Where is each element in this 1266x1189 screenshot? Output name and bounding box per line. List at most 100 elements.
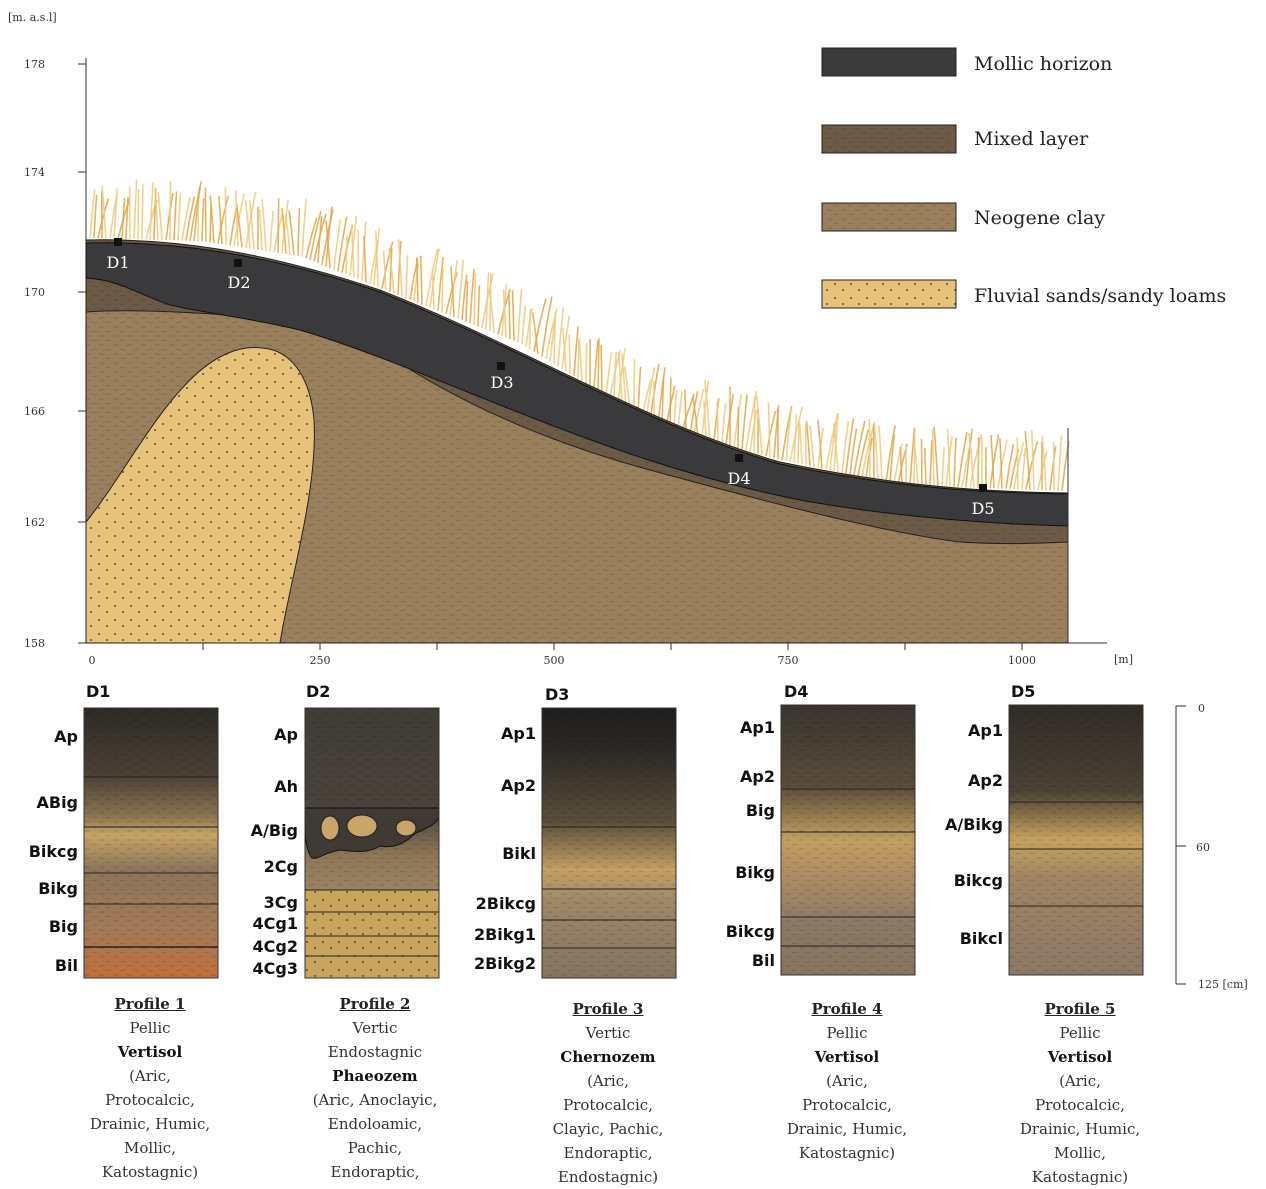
- horizon-label: Bikcg: [726, 922, 775, 941]
- caption-line: Drainic, Humic,: [1019, 1120, 1141, 1138]
- y-tick-label: 166: [24, 405, 45, 418]
- horizon-label: A/Big: [251, 821, 298, 840]
- caption-line: Endoraptic,: [563, 1144, 653, 1162]
- caption-line: Vertic: [585, 1024, 631, 1042]
- depth-scale: [1175, 705, 1186, 985]
- horizon-label: Ap1: [501, 724, 536, 743]
- profile-title: Profile 2: [339, 995, 411, 1013]
- x-tick-label: 1000: [1008, 654, 1036, 667]
- y-tick-label: 178: [24, 58, 45, 71]
- profile-title: Profile 3: [572, 1000, 644, 1018]
- horizon-label: Bil: [55, 956, 78, 975]
- profile-caption-4: Profile 4 Pellic Vertisol (Aric, Protoca…: [757, 997, 937, 1165]
- site-markers: [114, 238, 987, 492]
- caption-line: Pellic: [826, 1024, 868, 1042]
- caption-line: Mollic,: [1054, 1144, 1106, 1162]
- horizon-label: 2Bikg2: [474, 954, 536, 973]
- site-label-d5: D5: [971, 499, 994, 518]
- caption-line: Drainic, Humic,: [786, 1120, 908, 1138]
- y-axis-unit: [m. a.s.l]: [8, 11, 57, 24]
- caption-line: (Aric,: [826, 1072, 868, 1090]
- horizon-label: Ap2: [968, 771, 1003, 790]
- profile-caption-1: Profile 1 Pellic Vertisol (Aric, Protoca…: [60, 992, 240, 1184]
- horizon-label: ABig: [36, 793, 78, 812]
- caption-line: Endostagnic): [557, 1168, 659, 1186]
- caption-line: Protocalcic,: [563, 1096, 653, 1114]
- horizon-label: Bil: [752, 951, 775, 970]
- site-marker-d5: [979, 484, 987, 492]
- horizon-label: Ap1: [740, 718, 775, 737]
- caption-line: Katostagnic): [1031, 1168, 1129, 1186]
- legend-label: Neogene clay: [974, 207, 1105, 229]
- horizon-label: Ap: [54, 727, 78, 746]
- site-label-d2: D2: [227, 273, 250, 292]
- horizon-label: 2Bikg1: [474, 925, 536, 944]
- caption-line: Endoraptic,: [330, 1163, 420, 1181]
- caption-line: Vertisol: [1047, 1048, 1113, 1066]
- caption-line: Mollic,: [124, 1139, 176, 1157]
- caption-line: Pachic,: [347, 1139, 403, 1157]
- crop-vegetation: [89, 179, 1070, 491]
- profile-title: Profile 4: [811, 1000, 883, 1018]
- caption-line: Chernozem: [560, 1048, 656, 1066]
- horizon-label: 4Cg2: [253, 937, 298, 956]
- caption-line: Vertisol: [117, 1043, 183, 1061]
- y-tick-label: 170: [24, 286, 45, 299]
- profile-site-label: D1: [86, 682, 110, 701]
- caption-line: Pellic: [1059, 1024, 1101, 1042]
- caption-line: Protocalcic,: [802, 1096, 892, 1114]
- profile-caption-3: Profile 3 Vertic Chernozem (Aric, Protoc…: [518, 997, 698, 1189]
- cross-section: D1 D2 D3 D4 D5: [85, 179, 1070, 644]
- depth-tick-label: 125 [cm]: [1198, 978, 1248, 991]
- y-axis-ticks: [78, 63, 86, 644]
- site-marker-d3: [497, 362, 505, 370]
- horizon-label: Ap2: [740, 767, 775, 786]
- horizon-label: Bikg: [735, 863, 775, 882]
- caption-line: Phaeozem: [332, 1067, 418, 1085]
- horizon-label: Big: [49, 917, 78, 936]
- legend: Mollic horizon Mixed layer Neogene clay …: [821, 47, 1226, 309]
- y-tick-label: 174: [24, 166, 45, 179]
- horizon-label: 4Cg3: [253, 959, 298, 978]
- horizon-label: Ap1: [968, 721, 1003, 740]
- y-tick-label: 158: [24, 637, 45, 650]
- caption-line: Vertisol: [814, 1048, 880, 1066]
- caption-line: Endoloamic,: [327, 1115, 423, 1133]
- profile-site-label: D3: [545, 685, 569, 704]
- horizon-label: 4Cg1: [253, 914, 298, 933]
- caption-line: Protocalcic,: [105, 1091, 195, 1109]
- horizon-label: Ap: [274, 725, 298, 744]
- depth-tick-label: 60: [1196, 841, 1210, 854]
- caption-line: Endostagnic: [327, 1043, 423, 1061]
- site-marker-d2: [234, 259, 242, 267]
- profile-title: Profile 1: [114, 995, 186, 1013]
- legend-label: Mixed layer: [974, 128, 1089, 150]
- depth-tick-label: 0: [1198, 702, 1205, 715]
- profile-site-label: D5: [1011, 682, 1035, 701]
- horizon-label: A/Bikg: [945, 815, 1003, 834]
- caption-line: (Aric, Anoclayic,: [312, 1091, 438, 1109]
- horizon-label: Ah: [274, 777, 298, 796]
- x-axis-ticks: [202, 643, 1023, 650]
- horizon-label: Bikl: [502, 844, 536, 863]
- x-tick-label: 500: [544, 654, 565, 667]
- legend-label: Fluvial sands/sandy loams: [974, 285, 1226, 307]
- legend-swatch-mollic: [821, 47, 957, 77]
- horizon-label: 2Bikcg: [476, 894, 536, 913]
- x-axis-unit: [m]: [1114, 653, 1133, 666]
- y-tick-label: 162: [24, 516, 45, 529]
- horizon-label: Big: [746, 801, 775, 820]
- profile-caption-2: Profile 2 Vertic Endostagnic Phaeozem (A…: [280, 992, 470, 1184]
- caption-line: Vertic: [352, 1019, 398, 1037]
- horizon-label: Bikcl: [960, 929, 1003, 948]
- horizon-label: Bikg: [38, 879, 78, 898]
- profile-site-label: D4: [784, 682, 808, 701]
- caption-line: Katostagnic): [798, 1144, 896, 1162]
- site-label-d1: D1: [106, 253, 129, 272]
- site-label-d4: D4: [727, 469, 750, 488]
- caption-line: (Aric,: [129, 1067, 171, 1085]
- x-tick-label: 250: [310, 654, 331, 667]
- horizon-label: Ap2: [501, 776, 536, 795]
- site-marker-d4: [735, 454, 743, 462]
